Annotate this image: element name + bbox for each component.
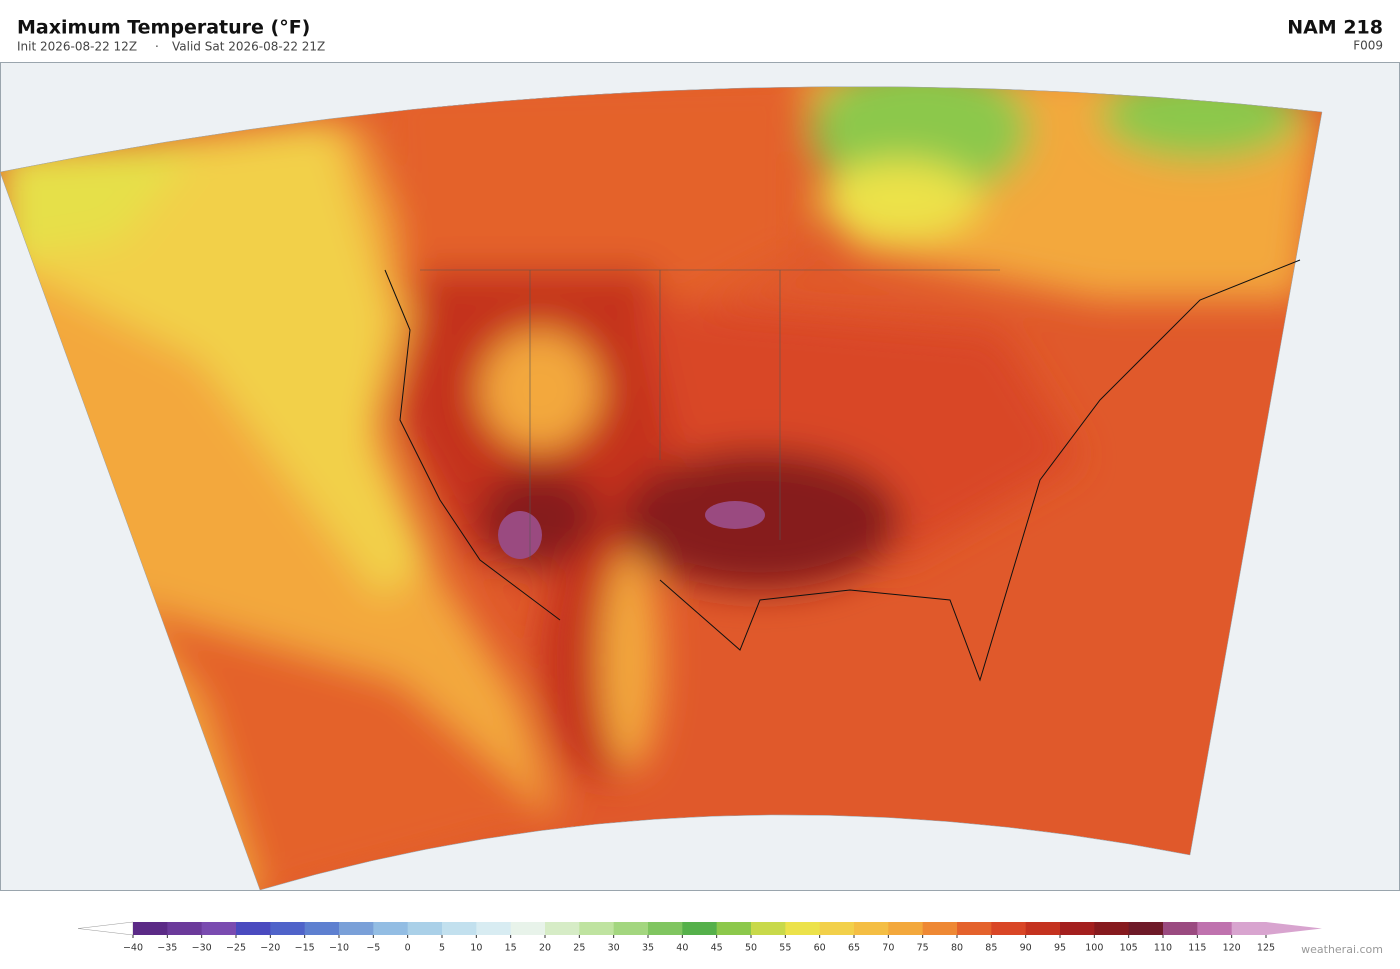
colorbar-swatch: [854, 922, 889, 935]
colorbar-swatch: [785, 922, 821, 935]
colorbar-tick-label: −20: [260, 943, 280, 954]
colorbar-tick-label: 50: [745, 943, 757, 954]
colorbar-tick-label: 120: [1223, 943, 1241, 954]
colorbar-tick-label: 30: [608, 943, 620, 954]
colorbar-tick-label: 40: [676, 943, 688, 954]
temperature-field: [0, 86, 1322, 890]
colorbar-swatch: [201, 922, 237, 935]
colorbar-swatch: [442, 922, 477, 935]
colorbar-swatch: [1060, 922, 1095, 935]
colorbar-swatch: [407, 922, 443, 935]
colorbar-swatch: [510, 922, 546, 935]
colorbar-tick-label: −5: [366, 943, 380, 954]
colorbar-tick-label: −30: [192, 943, 212, 954]
colorbar-tick-label: 0: [405, 943, 411, 954]
colorbar-tick-label: −10: [329, 943, 349, 954]
colorbar-tick-label: 5: [439, 943, 445, 954]
forecast-hour: F009: [1353, 39, 1383, 53]
colorbar-tick-label: −15: [295, 943, 315, 954]
colorbar-swatch: [716, 922, 752, 935]
colorbar-swatch: [579, 922, 615, 935]
colorbar-swatch: [682, 922, 718, 935]
colorbar-tick-label: 90: [1020, 943, 1032, 954]
colorbar-swatch: [922, 922, 958, 935]
colorbar-tick-label: 115: [1188, 943, 1206, 954]
coastline: [384, 259, 1301, 682]
colorbar-tick-label: 35: [642, 943, 654, 954]
colorbar-tick-label: 60: [814, 943, 826, 954]
colorbar-swatch: [1163, 922, 1198, 935]
colorbar-swatch: [1025, 922, 1061, 935]
colorbar-tick-label: 95: [1054, 943, 1066, 954]
colorbar-tick-label: 55: [779, 943, 791, 954]
colorbar-swatch: [476, 922, 512, 935]
colorbar-swatch: [1094, 922, 1130, 935]
colorbar-swatch: [270, 922, 306, 935]
colorbar-tick-label: 80: [951, 943, 963, 954]
colorbar-swatch: [1231, 922, 1267, 935]
colorbar-swatch: [1128, 922, 1164, 935]
colorbar-swatch: [957, 922, 992, 935]
title: Maximum Temperature (°F): [17, 17, 310, 39]
colorbar-tick-label: 15: [505, 943, 517, 954]
colorbar-swatch: [751, 922, 786, 935]
colorbar-tick-label: 70: [882, 943, 894, 954]
colorbar-swatch: [819, 922, 855, 935]
colorbar-swatch: [304, 922, 340, 935]
colorbar: −40 −35 −30 −25 −20 −15 −10 −5 0 5 10 15 20 25 30 35 40 4…: [77, 921, 1322, 954]
colorbar-tick-label: 105: [1120, 943, 1138, 954]
colorbar-tick-label: 110: [1154, 943, 1172, 954]
borders: [420, 269, 1000, 560]
colorbar-swatch: [991, 922, 1027, 935]
colorbar-tick-label: 10: [470, 943, 482, 954]
colorbar-swatch: [339, 922, 374, 935]
colorbar-swatch: [236, 922, 271, 935]
colorbar-swatch: [373, 922, 409, 935]
colorbar-tick-label: 100: [1085, 943, 1103, 954]
colorbar-over: [1266, 922, 1322, 935]
domain-edge: [0, 86, 1323, 891]
colorbar-tick-label: 45: [711, 943, 723, 954]
separator: ·: [155, 40, 159, 54]
colorbar-swatch: [167, 922, 203, 935]
colorbar-tick-label: −40: [123, 943, 143, 954]
colorbar-tick-label: 25: [573, 943, 585, 954]
colorbar-tick-label: 65: [848, 943, 860, 954]
colorbar-swatch: [1197, 922, 1233, 935]
valid-time: Valid Sat 2026-08-22 21Z: [172, 40, 325, 54]
colorbar-swatch: [133, 922, 168, 935]
colorbar-tick-label: 125: [1257, 943, 1275, 954]
watermark: weatherai.com: [1301, 943, 1383, 956]
colorbar-under: [77, 921, 134, 936]
colorbar-tick-label: −25: [226, 943, 246, 954]
colorbar-swatch: [888, 922, 924, 935]
colorbar-tick-label: 20: [539, 943, 551, 954]
init-time: Init 2026-08-22 12Z: [17, 40, 137, 54]
colorbar-tick-label: −35: [157, 943, 177, 954]
colorbar-swatch: [545, 922, 580, 935]
colorbar-swatch: [613, 922, 649, 935]
colorbar-tick-label: 85: [985, 943, 997, 954]
colorbar-swatch: [648, 922, 683, 935]
colorbar-tick-label: 75: [917, 943, 929, 954]
model-name: NAM 218: [1287, 17, 1383, 39]
